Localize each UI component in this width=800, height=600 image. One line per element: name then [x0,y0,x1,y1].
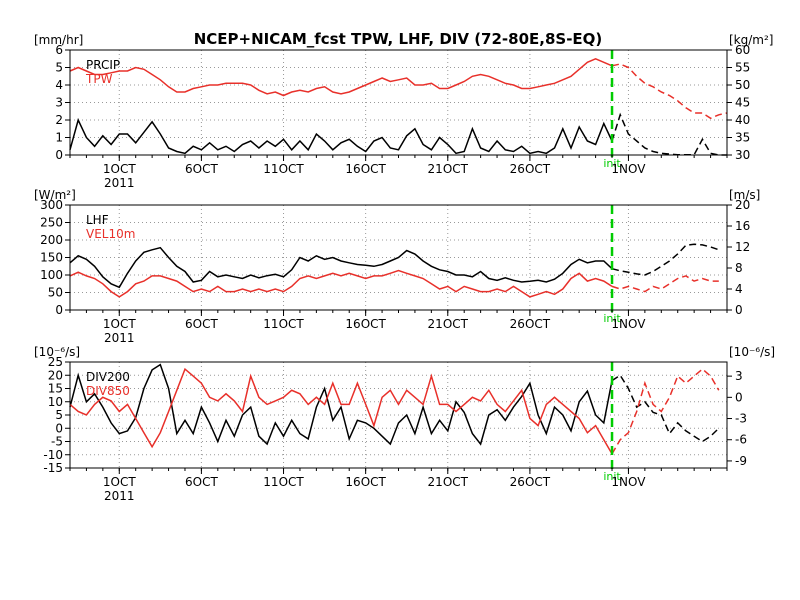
series-prcip-line [69,117,613,155]
left-tick-label: 20 [48,368,63,382]
left-tick-label: 150 [40,251,63,265]
series-prcip-forecast-line [611,112,727,156]
panel-2 [65,204,732,316]
left-tick-label: 250 [40,216,63,230]
left-tick-label: 50 [48,286,63,300]
x-tick-label: 6OCT [185,475,218,489]
left-tick-label: -10 [43,448,63,462]
left-tick-label: 6 [55,43,63,57]
left-tick-label: 200 [40,233,63,247]
x-year-label: 2011 [104,331,135,345]
x-year-label: 2011 [104,176,135,190]
x-tick-label: 6OCT [185,162,218,176]
x-tick-label: 1NOV [611,317,646,331]
series-div850-line [69,367,613,455]
left-tick-label: 5 [55,61,63,75]
right-tick-label: 20 [735,198,750,212]
x-tick-label: 21OCT [428,475,469,489]
right-tick-label: 45 [735,96,750,110]
panel-1 [65,49,732,161]
x-tick-label: 6OCT [185,317,218,331]
x-tick-label: 1OCT [103,162,136,176]
x-tick-label: 1OCT [103,317,136,331]
left-axis-unit: [W/m²] [34,188,76,202]
x-tick-label: 26OCT [510,162,551,176]
x-tick-label: 11OCT [263,317,304,331]
right-tick-label: 8 [735,261,743,275]
left-axis-unit: [mm/hr] [34,33,83,47]
init-label: init [603,157,621,170]
x-tick-label: 16OCT [345,475,386,489]
legend-div200: DIV200 [86,370,130,384]
series-div200-forecast-line [611,374,720,443]
right-tick-label: -3 [735,412,747,426]
right-tick-label: 16 [735,219,750,233]
right-tick-label: 0 [735,303,743,317]
series-div850-forecast-line [611,368,720,455]
right-tick-label: 4 [735,282,743,296]
x-tick-label: 16OCT [345,317,386,331]
panel-3 [65,361,732,474]
x-tick-label: 1NOV [611,475,646,489]
left-tick-label: 0 [55,303,63,317]
right-tick-label: 3 [735,369,743,383]
left-tick-label: 25 [48,355,63,369]
right-tick-label: 50 [735,78,750,92]
left-tick-label: 2 [55,113,63,127]
series-vel10m-line [69,269,613,298]
legend-lhf: LHF [86,213,109,227]
legend-tpw: TPW [85,72,113,86]
left-tick-label: 10 [48,395,63,409]
left-tick-label: 4 [55,78,63,92]
right-tick-label: -9 [735,454,747,468]
legend-prcip: PRCIP [86,58,120,72]
series-lhf-line [69,246,613,289]
init-label: init [603,470,621,483]
series-lhf-forecast-line [611,243,720,276]
right-axis-unit: [m/s] [729,188,760,202]
left-tick-label: 3 [55,96,63,110]
right-tick-label: 35 [735,131,750,145]
x-tick-label: 11OCT [263,162,304,176]
legend-vel10m: VEL10m [86,227,135,241]
right-tick-label: 12 [735,240,750,254]
x-tick-label: 16OCT [345,162,386,176]
x-tick-label: 21OCT [428,317,469,331]
left-tick-label: 300 [40,198,63,212]
left-tick-label: -5 [51,435,63,449]
right-tick-label: 30 [735,148,750,162]
x-tick-label: 26OCT [510,475,551,489]
right-tick-label: 0 [735,390,743,404]
right-axis-unit: [kg/m²] [729,33,773,47]
x-year-label: 2011 [104,489,135,503]
left-tick-label: -15 [43,461,63,475]
right-tick-label: -6 [735,433,747,447]
left-tick-label: 5 [55,408,63,422]
right-tick-label: 60 [735,43,750,57]
right-tick-label: 55 [735,61,750,75]
left-tick-label: 0 [55,421,63,435]
series-div200-line [69,363,613,446]
x-tick-label: 21OCT [428,162,469,176]
series-vel10m-forecast-line [611,275,719,293]
left-tick-label: 15 [48,382,63,396]
x-tick-label: 11OCT [263,475,304,489]
series-tpw-line [69,57,613,97]
chart-title: NCEP+NICAM_fcst TPW, LHF, DIV (72-80E,8S… [194,30,603,48]
series-tpw-forecast-line [611,63,728,120]
x-tick-label: 26OCT [510,317,551,331]
left-axis-unit: [10⁻⁶/s] [34,345,80,359]
right-axis-unit: [10⁻⁶/s] [729,345,775,359]
x-tick-label: 1NOV [611,162,646,176]
x-tick-label: 1OCT [103,475,136,489]
right-tick-label: 40 [735,113,750,127]
init-label: init [603,312,621,325]
legend-div850: DIV850 [86,384,130,398]
left-tick-label: 1 [55,131,63,145]
left-tick-label: 0 [55,148,63,162]
left-tick-label: 100 [40,268,63,282]
